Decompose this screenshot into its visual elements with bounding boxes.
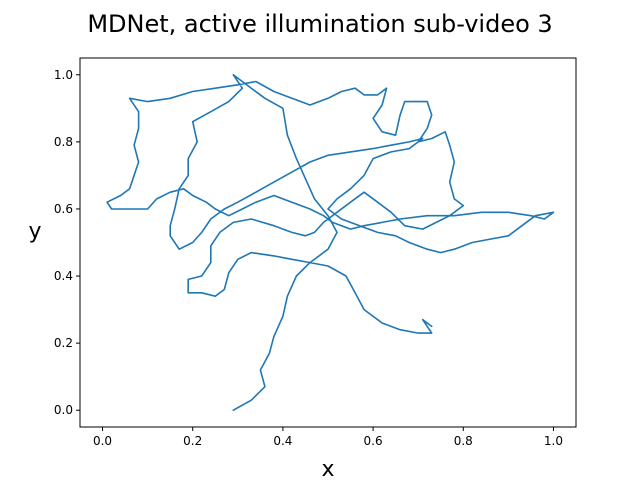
x-tick-label: 0.8 [454, 434, 473, 448]
trajectory-line [106, 74, 555, 411]
x-tick-label: 0.4 [273, 434, 292, 448]
x-tick-label: 0.2 [183, 434, 202, 448]
chart-title: MDNet, active illumination sub-video 3 [87, 10, 552, 38]
x-tick-label: 0.6 [364, 434, 383, 448]
x-tick-label: 0.0 [93, 434, 112, 448]
y-axis: 0.0 0.2 0.4 0.6 0.8 1.0 [54, 68, 80, 417]
y-tick-label: 0.0 [54, 403, 73, 417]
y-tick-label: 0.4 [54, 269, 73, 283]
y-tick-label: 0.8 [54, 135, 73, 149]
x-axis: 0.0 0.2 0.4 0.6 0.8 1.0 [93, 427, 563, 448]
x-tick-label: 1.0 [544, 434, 563, 448]
x-axis-label: x [321, 457, 334, 480]
y-tick-label: 0.6 [54, 202, 73, 216]
y-tick-label: 1.0 [54, 68, 73, 82]
y-tick-label: 0.2 [54, 336, 73, 350]
plot-area [79, 57, 577, 428]
plot-background [80, 58, 576, 427]
y-axis-label: y [28, 219, 41, 244]
plot-frame [79, 57, 577, 428]
